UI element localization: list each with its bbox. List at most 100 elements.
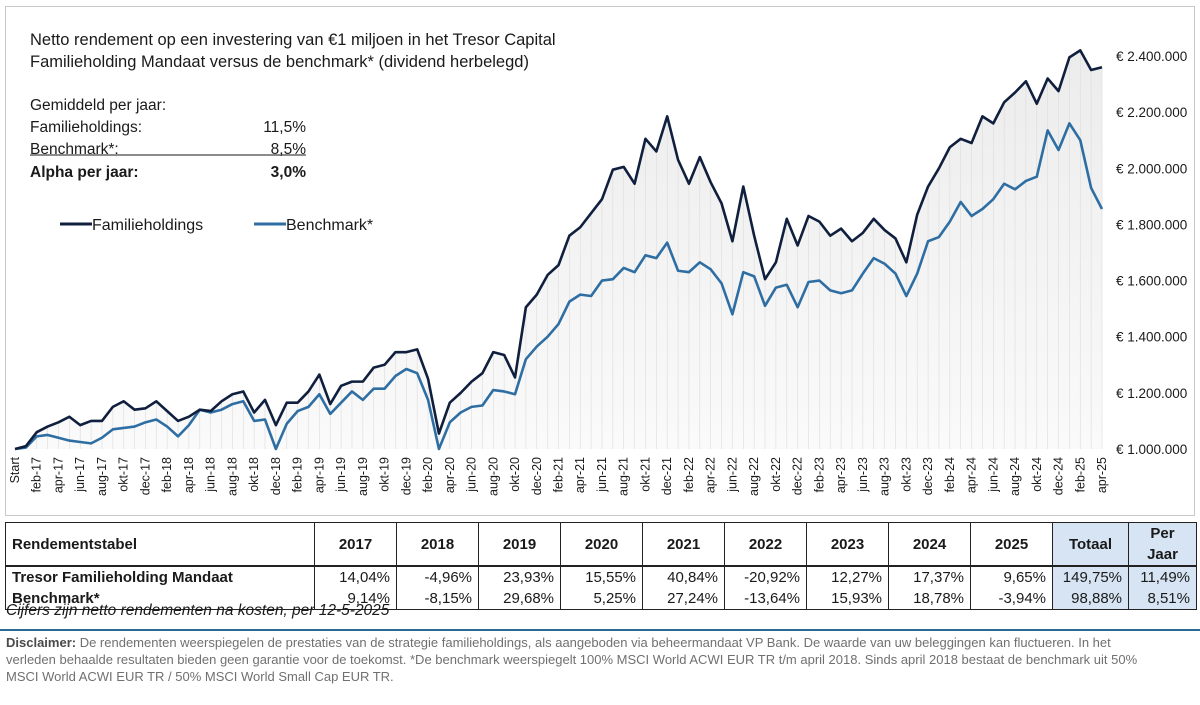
series-line-benchmark xyxy=(14,122,1104,451)
x-tick-label: feb-23 xyxy=(812,457,826,492)
drop-lines xyxy=(25,50,1103,449)
x-tick-label: Start xyxy=(8,456,22,483)
table-cell: 23,93% xyxy=(478,566,561,588)
disclaimer-text: De rendementen weerspiegelen de prestati… xyxy=(6,635,1138,684)
table-row: Benchmark* 9,14% -8,15% 29,68% 5,25% 27,… xyxy=(5,588,1197,610)
x-tick-label: okt-20 xyxy=(508,457,522,492)
x-tick-label: aug-23 xyxy=(878,457,892,496)
table-row: Tresor Familieholding Mandaat 14,04% -4,… xyxy=(5,566,1197,588)
table-header-total: Totaal xyxy=(1052,522,1129,567)
x-tick-label: aug-20 xyxy=(486,457,500,496)
disclaimer-label: Disclaimer: xyxy=(6,635,77,650)
x-tick-label: dec-19 xyxy=(399,457,413,495)
x-tick-label: dec-23 xyxy=(921,457,935,495)
table-header-year: 2017 xyxy=(314,522,397,567)
chart-title-line-1: Netto rendement op een investering van €… xyxy=(30,31,556,49)
x-tick-label: jun-20 xyxy=(465,457,479,493)
table-header-year: 2023 xyxy=(806,522,889,567)
table-cell: -8,15% xyxy=(396,588,479,610)
x-tick-label: feb-18 xyxy=(160,457,174,492)
row-label-benchmark: Benchmark* xyxy=(5,588,315,610)
legend-label-familieholdings: Familieholdings xyxy=(92,217,203,234)
divider xyxy=(0,629,1200,631)
y-tick-label: € 1.000.000 xyxy=(1116,442,1187,457)
table-header-per-year: Per Jaar xyxy=(1128,522,1197,567)
table-header-year: 2022 xyxy=(724,522,807,567)
x-tick-label: apr-21 xyxy=(573,457,587,493)
x-tick-label: dec-21 xyxy=(660,457,674,495)
x-tick-label: okt-23 xyxy=(899,457,913,492)
table-header-year: 2019 xyxy=(478,522,561,567)
summary-label-alpha: Alpha per jaar: xyxy=(30,164,139,181)
table-cell: -20,92% xyxy=(724,566,807,588)
x-tick-label: apr-19 xyxy=(312,457,326,493)
x-tick-label: apr-24 xyxy=(965,457,979,493)
table-cell: 5,25% xyxy=(560,588,643,610)
table-cell-total: 149,75% xyxy=(1052,566,1129,588)
x-tick-label: dec-24 xyxy=(1052,457,1066,495)
x-tick-label: jun-24 xyxy=(986,457,1000,493)
x-tick-label: dec-22 xyxy=(791,457,805,495)
x-tick-label: jun-22 xyxy=(725,457,739,493)
table-cell: 15,93% xyxy=(806,588,889,610)
y-tick-label: € 2.200.000 xyxy=(1116,105,1187,120)
x-tick-label: apr-23 xyxy=(834,457,848,493)
x-tick-label: aug-24 xyxy=(1008,457,1022,496)
x-tick-label: feb-20 xyxy=(421,457,435,492)
x-tick-label: apr-25 xyxy=(1095,457,1109,493)
table-header-year: 2024 xyxy=(888,522,971,567)
x-tick-label: apr-22 xyxy=(704,457,718,493)
y-tick-label: € 2.000.000 xyxy=(1116,161,1187,176)
disclaimer: Disclaimer: De rendementen weerspiegelen… xyxy=(6,634,1156,685)
x-axis-ticks: Start feb-17 apr-17 jun-17 aug-17 okt-17 dec-1… xyxy=(8,456,1109,495)
series-line-familieholdings xyxy=(14,49,1103,451)
x-tick-label: aug-17 xyxy=(95,457,109,496)
series-lines xyxy=(14,49,1104,451)
table-cell: 9,65% xyxy=(970,566,1053,588)
table-header-year: 2025 xyxy=(970,522,1053,567)
chart-frame: € 1.000.000 € 1.200.000 € 1.400.000 € 1.600… xyxy=(5,6,1195,516)
table-header-year: 2018 xyxy=(396,522,479,567)
x-tick-label: feb-25 xyxy=(1073,457,1087,492)
x-tick-label: dec-20 xyxy=(530,457,544,495)
table-header-row: Rendementstabel 2017 2018 2019 2020 2021… xyxy=(5,522,1197,567)
summary-value-alpha: 3,0% xyxy=(271,164,307,181)
x-tick-label: jun-21 xyxy=(595,457,609,493)
x-tick-label: feb-17 xyxy=(30,457,44,492)
x-tick-label: okt-17 xyxy=(117,457,131,492)
x-tick-label: jun-19 xyxy=(334,457,348,493)
x-tick-label: jun-18 xyxy=(204,457,218,493)
x-tick-label: jun-17 xyxy=(73,457,87,493)
x-tick-label: dec-18 xyxy=(269,457,283,495)
x-tick-label: okt-21 xyxy=(638,457,652,492)
table-cell: 18,78% xyxy=(888,588,971,610)
table-cell: 15,55% xyxy=(560,566,643,588)
x-tick-label: okt-24 xyxy=(1030,457,1044,492)
table-header-year: 2021 xyxy=(642,522,725,567)
table-header-label: Rendementstabel xyxy=(5,522,315,567)
y-tick-label: € 1.200.000 xyxy=(1116,386,1187,401)
table-cell: 14,04% xyxy=(314,566,397,588)
x-tick-label: aug-18 xyxy=(225,457,239,496)
summary-value-familieholdings: 11,5% xyxy=(263,119,306,136)
x-tick-label: apr-17 xyxy=(51,457,65,493)
x-tick-label: feb-22 xyxy=(682,457,696,492)
x-tick-label: apr-20 xyxy=(443,457,457,493)
table-cell: 40,84% xyxy=(642,566,725,588)
table-cell-per-year: 8,51% xyxy=(1128,588,1197,610)
chart-title-line-2: Familieholding Mandaat versus de benchma… xyxy=(30,53,529,71)
line-chart: € 1.000.000 € 1.200.000 € 1.400.000 € 1.600… xyxy=(8,31,1187,496)
x-tick-label: apr-18 xyxy=(182,457,196,493)
x-tick-label: jun-23 xyxy=(856,457,870,493)
x-tick-label: feb-19 xyxy=(291,457,305,492)
returns-table: Rendementstabel 2017 2018 2019 2020 2021… xyxy=(5,522,1197,610)
y-axis-ticks: € 1.000.000 € 1.200.000 € 1.400.000 € 1.600… xyxy=(1116,49,1187,457)
x-tick-label: feb-21 xyxy=(552,457,566,492)
y-tick-label: € 2.400.000 xyxy=(1116,49,1187,64)
table-cell: 12,27% xyxy=(806,566,889,588)
x-tick-label: aug-21 xyxy=(617,457,631,496)
summary-label-benchmark: Benchmark*: xyxy=(30,141,119,158)
summary-label-familieholdings: Familieholdings: xyxy=(30,119,142,136)
x-tick-label: aug-19 xyxy=(356,457,370,496)
x-tick-label: okt-18 xyxy=(247,457,261,492)
